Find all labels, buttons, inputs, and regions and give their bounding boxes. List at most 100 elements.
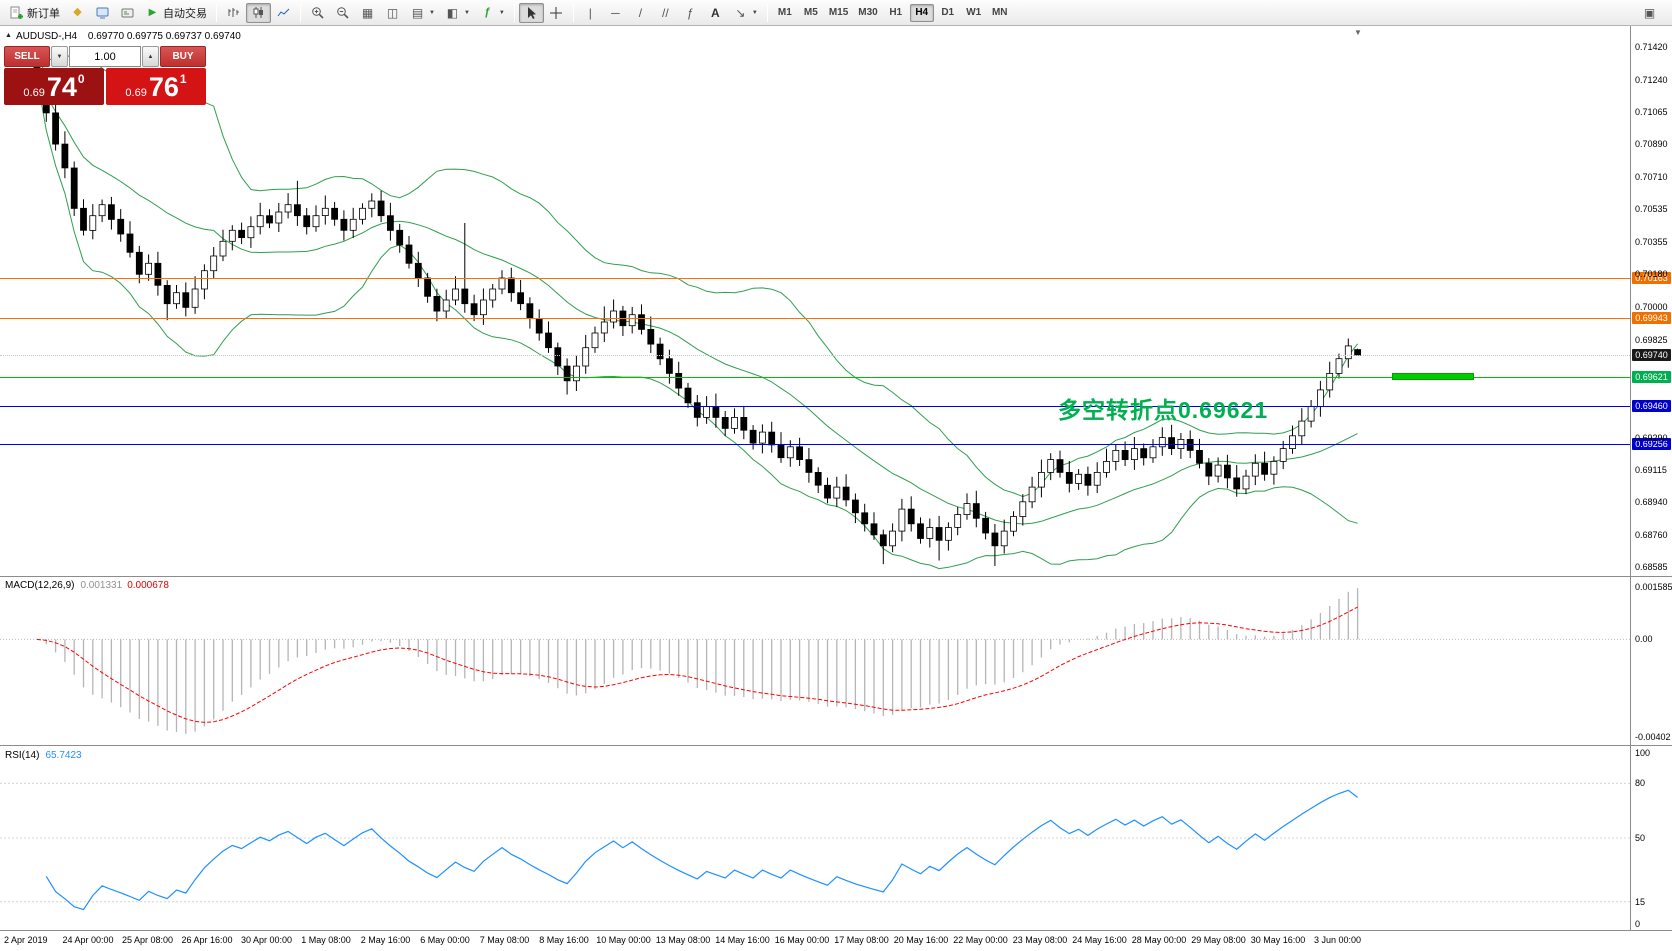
price-axis-separator (1630, 26, 1631, 930)
metaquotes-button[interactable]: ◆ (65, 3, 90, 23)
timeframe-group: M1 M5 M15 M30 H1 H4 D1 W1 MN (772, 3, 1013, 22)
horizontal-level-line (0, 443, 1630, 445)
zoom-in-icon (310, 5, 325, 20)
one-click-toggle[interactable]: ▲ (5, 32, 12, 39)
highlight-bar-object[interactable] (1392, 373, 1474, 380)
price-axis-label: 0.68940 (1635, 496, 1668, 507)
toolbar-separator (300, 3, 301, 22)
autotrade-play-icon: ▶ (148, 6, 157, 18)
zoom-in-button[interactable] (305, 3, 330, 23)
horizontal-level-line (0, 355, 1630, 357)
time-axis-label: 25 Apr 08:00 (121, 935, 174, 945)
new-chart-button[interactable]: ▤ ▼ (405, 3, 440, 23)
timeframe-button-m30[interactable]: M30 (858, 6, 878, 18)
timeframe-button-w1[interactable]: W1 (966, 6, 982, 18)
candle-chart-mode-button[interactable] (246, 2, 271, 23)
bar-chart-mode-button[interactable] (221, 3, 246, 23)
rsi-panel-canvas[interactable] (0, 747, 1630, 929)
crosshair-icon (549, 5, 564, 20)
cursor-icon (524, 5, 539, 20)
macd-indicator-label: MACD(12,26,9) 0.001331 0.000678 (5, 580, 169, 591)
terminal-icon (120, 5, 135, 20)
macd-axis-zero-label: 0.00 (1635, 634, 1653, 645)
chevron-down-icon: ▼ (463, 9, 470, 16)
price-axis-label: 0.69115 (1635, 464, 1667, 475)
bar-chart-icon (226, 5, 241, 20)
text-tool-button[interactable]: A (703, 3, 728, 23)
time-axis[interactable]: 2 Apr 2019 24 Apr 00:00 25 Apr 08:00 26 Apr… (0, 931, 1672, 951)
panel-separator[interactable] (0, 745, 1672, 746)
price-axis-label: 0.70355 (1635, 237, 1668, 248)
price-axis-label: 0.70000 (1635, 302, 1668, 313)
price-level-badge: 0.69943 (1632, 311, 1671, 324)
buy-price-panel[interactable]: 0.69 76 1 (106, 68, 206, 105)
fibonacci-tool-button[interactable]: ƒ (678, 3, 703, 23)
rsi-line (45, 789, 1358, 911)
new-chart-icon: ▤ (411, 5, 424, 20)
cascade-windows-icon: ◫ (386, 5, 399, 20)
channel-tool-button[interactable]: // (653, 3, 678, 23)
price-axis-label: 0.68760 (1635, 529, 1668, 540)
profiles-button[interactable]: ◧ ▼ (440, 3, 475, 23)
toolbar: 新订单 ◆ ▶ 自动交易 (0, 0, 1672, 26)
chart-shift-marker: ▼ (1354, 28, 1362, 37)
volume-decrease-button[interactable]: ▼ (51, 46, 68, 67)
timeframe-button-mn[interactable]: MN (991, 6, 1008, 18)
new-order-button[interactable]: 新订单 (4, 3, 65, 23)
line-chart-mode-button[interactable] (271, 3, 296, 23)
line-chart-icon (276, 5, 291, 20)
main-chart-canvas[interactable] (0, 26, 1630, 576)
zoom-out-button[interactable] (330, 3, 355, 23)
horizontal-line-icon: ─ (611, 5, 620, 20)
tile-windows-icon: ▦ (361, 5, 374, 20)
cursor-tool-button[interactable] (518, 2, 544, 23)
time-axis-label: 26 Apr 16:00 (181, 935, 233, 945)
time-axis-label: 23 May 08:00 (1012, 935, 1068, 945)
trendline-tool-button[interactable]: / (628, 3, 653, 23)
timeframe-button-m5[interactable]: M5 (803, 6, 818, 18)
time-axis-label: 3 Jun 00:00 (1313, 935, 1362, 945)
macd-signal-value: 0.000678 (127, 580, 169, 591)
buy-button[interactable]: BUY (160, 46, 206, 67)
macd-name: MACD(12,26,9) (5, 580, 75, 591)
price-level-badge: 0.69460 (1632, 400, 1671, 413)
volume-input[interactable]: 1.00 (69, 46, 141, 67)
sell-button[interactable]: SELL (4, 46, 50, 67)
chevron-down-icon: ▼ (751, 9, 758, 16)
trendline-icon: / (638, 5, 643, 20)
rsi-axis-label: 80 (1635, 778, 1646, 789)
price-axis-label: 0.70180 (1635, 269, 1668, 280)
crosshair-tool-button[interactable] (544, 3, 569, 23)
market-watch-button[interactable] (90, 3, 115, 23)
macd-panel-canvas[interactable] (0, 578, 1630, 744)
timeframe-button-d1[interactable]: D1 (941, 6, 955, 18)
timeframe-button-h4[interactable]: H4 (909, 3, 934, 22)
timeframe-button-h1[interactable]: H1 (889, 6, 903, 18)
horizontal-line-tool-button[interactable]: ─ (603, 3, 628, 23)
rsi-indicator-label: RSI(14) 65.7423 (5, 750, 82, 761)
cascade-windows-button[interactable]: ◫ (380, 3, 405, 23)
price-level-badge: 0.70163 (1632, 271, 1671, 284)
terminal-button[interactable] (115, 3, 140, 23)
price-axis-label: 0.71065 (1635, 107, 1668, 117)
time-axis-label: 10 May 00:00 (596, 935, 651, 945)
rsi-name: RSI(14) (5, 750, 40, 761)
time-axis-label: 30 Apr 00:00 (240, 935, 293, 945)
arrows-tool-button[interactable]: ↘ ▼ (728, 3, 763, 23)
volume-increase-button[interactable]: ▲ (142, 46, 159, 67)
docking-button[interactable]: ▣ (1637, 3, 1662, 23)
toolbar-separator (572, 3, 574, 22)
symbol-timeframe-label: AUDUSD-,H4 (16, 31, 78, 42)
price-axis-label: 0.70535 (1635, 204, 1668, 215)
autotrade-button[interactable]: ▶ 自动交易 (140, 3, 212, 23)
timeframe-button-m15[interactable]: M15 (828, 6, 849, 18)
vertical-line-tool-button[interactable]: | (578, 3, 603, 23)
indicators-button[interactable]: ƒ ▼ (475, 3, 510, 23)
panel-separator[interactable] (0, 576, 1672, 577)
macd-axis-max-label: 0.001585 (1635, 582, 1672, 592)
tile-windows-button[interactable]: ▦ (355, 3, 380, 23)
time-axis-label: 2 Apr 2019 (4, 935, 48, 945)
sell-price-panel[interactable]: 0.69 74 0 (4, 68, 104, 105)
price-level-badge: 0.69256 (1632, 437, 1671, 450)
timeframe-button-m1[interactable]: M1 (777, 6, 792, 18)
